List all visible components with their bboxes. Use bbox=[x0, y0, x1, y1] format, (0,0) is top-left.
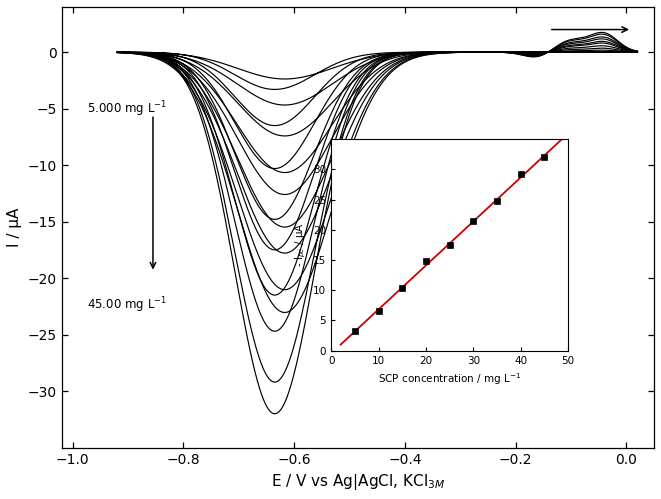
Text: 5.000 mg L$^{-1}$: 5.000 mg L$^{-1}$ bbox=[87, 100, 167, 119]
X-axis label: E / V vs Ag|AgCl, KCl$_{3M}$: E / V vs Ag|AgCl, KCl$_{3M}$ bbox=[271, 472, 445, 492]
Y-axis label: I / μA: I / μA bbox=[7, 208, 22, 247]
Text: 45.00 mg L$^{-1}$: 45.00 mg L$^{-1}$ bbox=[87, 295, 167, 315]
